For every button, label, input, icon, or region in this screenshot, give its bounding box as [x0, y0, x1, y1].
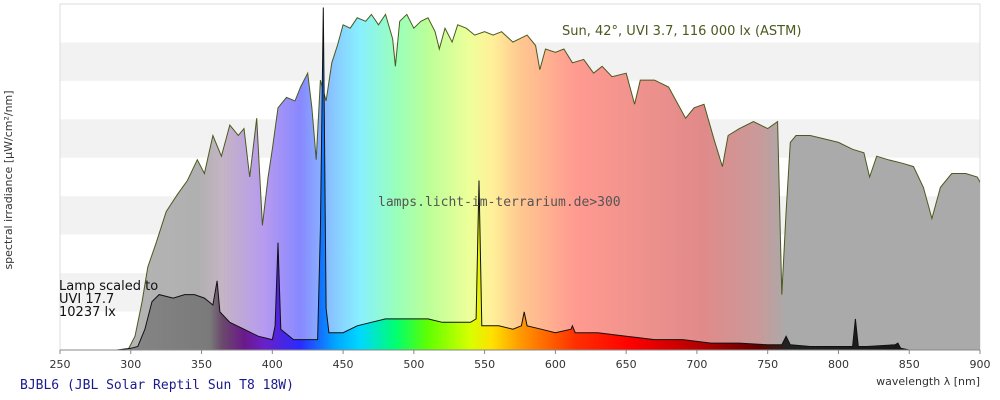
x-tick-label: 900: [970, 358, 991, 371]
x-axis-label: wavelength λ [nm]: [876, 375, 980, 388]
lamp-label-line1: Lamp scaled to: [59, 279, 158, 294]
chart-title: BJBL6 (JBL Solar Reptil Sun T8 18W): [20, 378, 294, 393]
x-tick-label: 800: [828, 358, 849, 371]
sun-series-label: Sun, 42°, UVI 3.7, 116 000 lx (ASTM): [562, 24, 801, 39]
x-tick-label: 350: [191, 358, 212, 371]
lamp-spectrum-line: [60, 7, 910, 350]
watermark: lamps.licht-im-terrarium.de>300: [378, 195, 621, 210]
x-tick-label: 850: [899, 358, 920, 371]
x-axis-ticks: 250 300 350 400 450 500 550 600 650 700 750 800 850 9…: [50, 350, 991, 371]
x-tick-label: 400: [262, 358, 283, 371]
x-tick-label: 450: [333, 358, 354, 371]
x-tick-label: 550: [474, 358, 495, 371]
x-tick-label: 750: [757, 358, 778, 371]
lamp-label-line3: 10237 lx: [59, 305, 116, 320]
sun-spectrum-area: [127, 14, 980, 350]
x-tick-label: 650: [616, 358, 637, 371]
x-tick-label: 700: [686, 358, 707, 371]
x-tick-label: 300: [120, 358, 141, 371]
lamp-label-line2: UVI 17.7: [59, 292, 114, 307]
x-tick-label: 500: [403, 358, 424, 371]
background-band: [60, 4, 980, 43]
x-tick-label: 600: [545, 358, 566, 371]
x-tick-label: 250: [50, 358, 71, 371]
sun-spectrum-line: [127, 13, 980, 350]
y-axis-label: spectral irradiance [µW/cm²/nm]: [2, 90, 15, 269]
